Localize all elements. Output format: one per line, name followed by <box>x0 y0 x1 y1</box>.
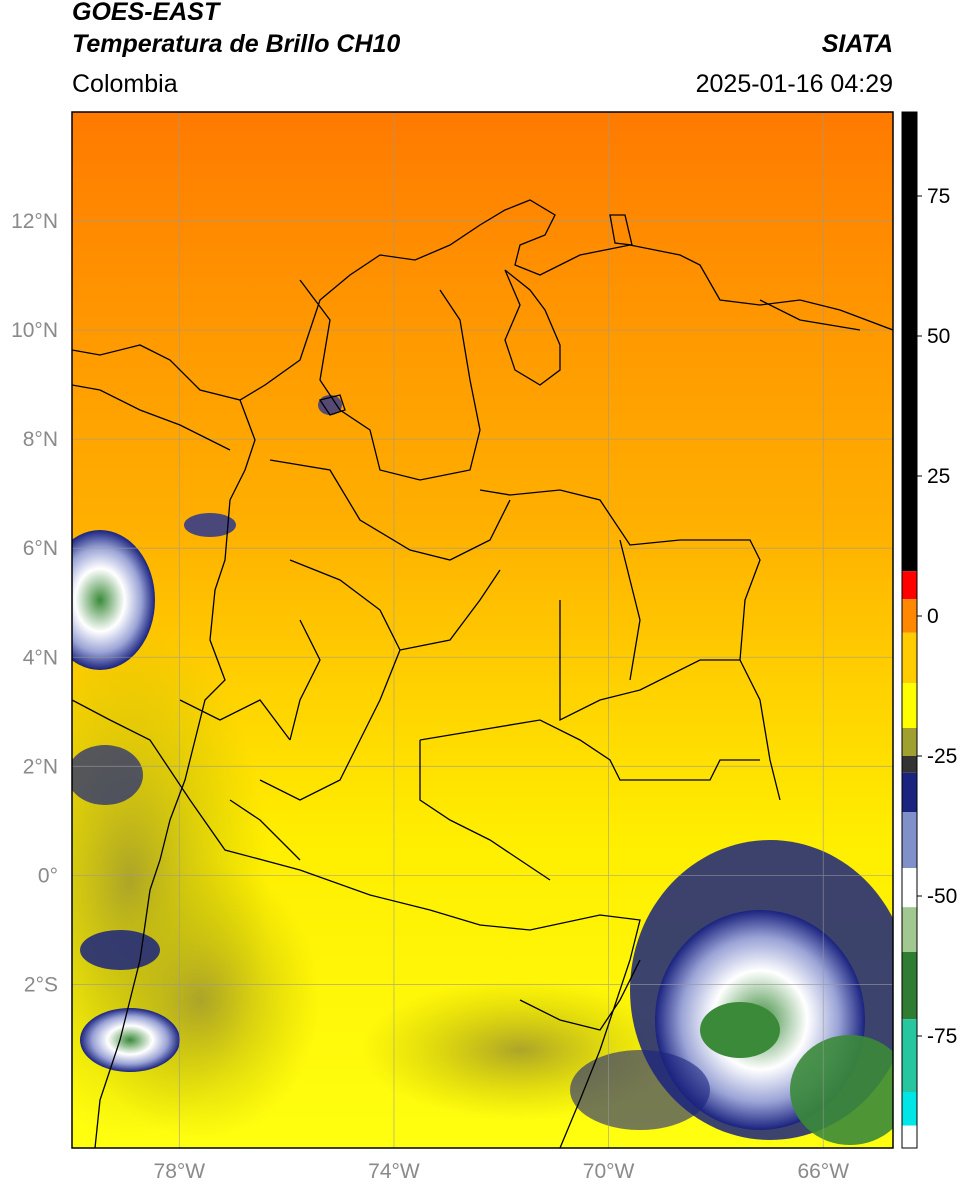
colorbar-tick-label: -75 <box>927 1025 957 1048</box>
agency-label: SIATA <box>821 30 893 58</box>
lat-tick-label: 8°N <box>23 428 58 451</box>
region-label: Colombia <box>72 70 178 98</box>
lon-tick-label: 78°W <box>154 1160 206 1183</box>
colorbar-segment <box>902 1125 917 1148</box>
map-frame <box>71 111 894 1149</box>
datetime-label: 2025-01-16 04:29 <box>695 70 893 98</box>
colorbar-tick-labels: 75 50 25 0 -25 -50 -75 <box>917 185 957 1048</box>
colorbar-segment <box>902 772 917 812</box>
colorbar-segment <box>902 812 917 868</box>
longitude-labels: 78°W 74°W 70°W 66°W <box>154 1160 850 1183</box>
latitude-labels: 12°N 10°N 8°N 6°N 4°N 2°N 0° 2°S <box>11 210 58 996</box>
colorbar-segment <box>902 571 917 600</box>
colorbar-tick-label: 25 <box>927 465 950 488</box>
colorbar-segment <box>902 952 917 1020</box>
colorbar-segment <box>902 728 917 756</box>
colorbar-segment <box>902 756 917 773</box>
colorbar-tick-label: 75 <box>927 185 950 208</box>
lat-tick-label: 12°N <box>11 210 58 233</box>
lat-tick-label: 4°N <box>23 646 58 669</box>
lat-tick-label: 10°N <box>11 319 58 342</box>
lon-tick-label: 70°W <box>583 1160 635 1183</box>
colorbar-segment <box>902 1092 917 1126</box>
colorbar-segment <box>902 907 917 952</box>
colorbar-frame <box>901 111 918 1149</box>
colorbar-tick-label: 0 <box>927 605 939 628</box>
colorbar <box>901 111 918 1149</box>
lon-tick-label: 66°W <box>797 1160 849 1183</box>
coastlines-borders <box>72 199 893 1148</box>
satellite-title: GOES-EAST <box>72 0 220 26</box>
colorbar-segment <box>902 683 917 728</box>
lat-tick-label: 0° <box>38 864 58 887</box>
lat-tick-label: 2°N <box>23 755 58 778</box>
brightness-temperature-field <box>72 112 893 1148</box>
colorbar-segment <box>902 632 917 684</box>
colorbar-tick-label: -25 <box>927 745 957 768</box>
colorbar-tick-label: -50 <box>927 885 957 908</box>
colorbar-segment <box>902 868 917 908</box>
colorbar-segment <box>902 1019 917 1092</box>
colorbar-segment <box>902 599 917 633</box>
product-title: Temperatura de Brillo CH10 <box>72 30 401 58</box>
colorbar-tick-label: 50 <box>927 325 950 348</box>
lon-tick-label: 74°W <box>368 1160 420 1183</box>
lat-tick-label: 2°S <box>24 973 58 996</box>
colorbar-segment <box>902 112 917 572</box>
lat-tick-label: 6°N <box>23 537 58 560</box>
